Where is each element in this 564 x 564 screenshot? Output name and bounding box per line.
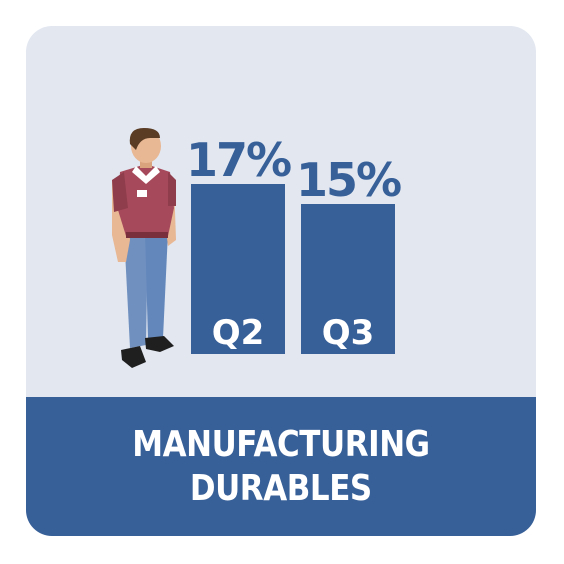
title-banner: MANUFACTURING DURABLES [26, 397, 536, 536]
bar-q3 [301, 204, 395, 354]
bar-q2 [191, 184, 285, 354]
value-label-q2: 17% [186, 133, 291, 187]
title-line-2: DURABLES [190, 467, 372, 509]
title-line-1: MANUFACTURING [132, 423, 430, 465]
value-label-q3: 15% [296, 153, 401, 207]
category-label-q2: Q2 [212, 313, 265, 353]
worker-figure-icon [112, 128, 176, 368]
category-label-q3: Q3 [322, 313, 375, 353]
